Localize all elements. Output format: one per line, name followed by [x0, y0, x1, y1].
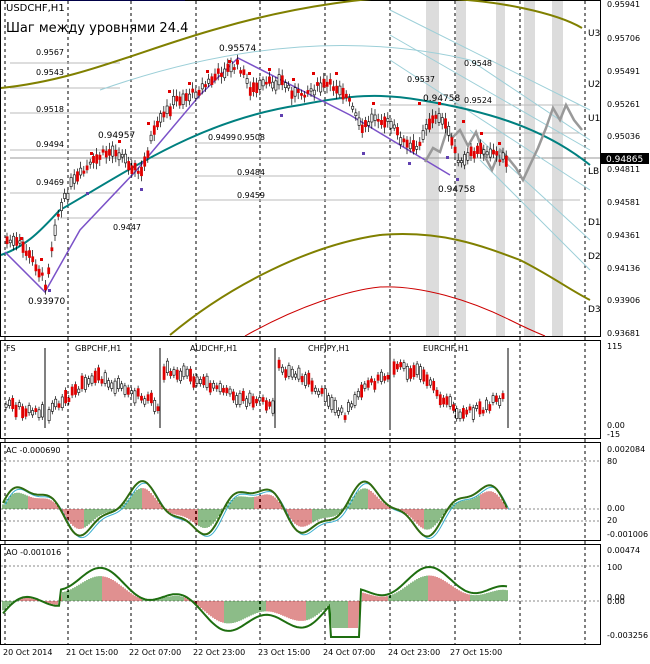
- level-label-u3: U3: [588, 29, 600, 39]
- level-label-d1: D1: [588, 218, 601, 228]
- annotation-label: 0.93970: [28, 297, 65, 307]
- price-candles: [5, 54, 508, 295]
- svg-text:0.94811: 0.94811: [607, 165, 640, 174]
- ac-histogram: [2, 488, 508, 530]
- annotation-label: 0.9459: [237, 191, 265, 200]
- svg-text:24 Oct 23:00: 24 Oct 23:00: [388, 648, 440, 657]
- ac-panel-title: AC -0.000690: [6, 446, 61, 455]
- fs-pair-label: CHFJPY,H1: [308, 344, 350, 353]
- level-lines: [10, 62, 600, 219]
- annotation-label: 0.95574: [219, 44, 256, 54]
- svg-text:0.00: 0.00: [607, 504, 625, 513]
- svg-text:0.95706: 0.95706: [607, 34, 640, 43]
- annotation-label: 0.9494: [36, 140, 64, 149]
- annotation-label: 0.9447: [113, 223, 141, 232]
- svg-text:100: 100: [607, 563, 622, 572]
- svg-text:21 Oct 15:00: 21 Oct 15:00: [66, 648, 118, 657]
- svg-text:0.95941: 0.95941: [607, 0, 640, 9]
- svg-text:20 Oct 2014: 20 Oct 2014: [3, 648, 52, 657]
- fs-pair-label: EURCHF,H1: [423, 344, 469, 353]
- annotation-label: 0.9508: [237, 133, 265, 142]
- current-price-label: 0.94865: [606, 155, 643, 165]
- envelope-curves: [0, 0, 591, 337]
- svg-text:0.93906: 0.93906: [607, 296, 640, 305]
- svg-text:24 Oct 07:00: 24 Oct 07:00: [323, 648, 375, 657]
- level-label-lb: LB: [588, 167, 599, 177]
- svg-text:27 Oct 15:00: 27 Oct 15:00: [450, 648, 502, 657]
- fs-panel-title: FS: [6, 344, 16, 353]
- ao-panel-title: AO -0.001016: [6, 548, 61, 557]
- ao-line: [2, 565, 508, 638]
- annotation-label: 0.94957: [98, 131, 135, 141]
- svg-text:-15: -15: [607, 430, 620, 439]
- fs-candles: [4, 357, 505, 424]
- svg-text:0.00474: 0.00474: [607, 546, 640, 555]
- annotation-label: 0.9524: [464, 96, 492, 105]
- annotation-label: 0.9484: [237, 168, 265, 177]
- svg-text:0.00: 0.00: [607, 593, 625, 602]
- svg-text:0.95036: 0.95036: [607, 132, 640, 141]
- annotation-label: 0.94758: [438, 185, 475, 195]
- svg-text:0.002084: 0.002084: [607, 445, 645, 454]
- level-labels: U3 U2 U1 LB D1 D2 D3: [588, 29, 601, 315]
- level-label-u2: U2: [588, 80, 600, 90]
- svg-text:22 Oct 07:00: 22 Oct 07:00: [129, 648, 181, 657]
- svg-text:0.00: 0.00: [607, 421, 625, 430]
- svg-text:0.94361: 0.94361: [607, 231, 640, 240]
- channel-lines: [99, 9, 591, 271]
- svg-text:-0.003256: -0.003256: [607, 631, 648, 640]
- fs-panel[interactable]: [0, 340, 601, 439]
- level-step-caption: Шаг между уровнями 24.4: [6, 21, 188, 36]
- svg-text:0.94136: 0.94136: [607, 264, 640, 273]
- chart-symbol: USDCHF,H1: [6, 3, 65, 14]
- svg-text:0.00: 0.00: [607, 597, 625, 606]
- price-scale: 0.95941 0.95706 0.95491 0.95261 0.95036 …: [601, 0, 649, 338]
- annotation-label: 0.9499: [208, 133, 236, 142]
- fractal-markers: [20, 60, 501, 292]
- annotation-label: 0.9543: [36, 68, 64, 77]
- fs-separators: [44, 348, 509, 428]
- svg-text:-0.001006: -0.001006: [607, 530, 648, 539]
- svg-text:22 Oct 23:00: 22 Oct 23:00: [193, 648, 245, 657]
- level-label-d2: D2: [588, 252, 601, 262]
- svg-text:23 Oct 15:00: 23 Oct 15:00: [258, 648, 310, 657]
- annotation-label: 0.9537: [407, 75, 435, 84]
- time-axis: 20 Oct 2014 21 Oct 15:00 22 Oct 07:00 22…: [3, 648, 502, 657]
- ao-histogram: [2, 575, 508, 628]
- svg-text:0.95261: 0.95261: [607, 100, 640, 109]
- annotation-label: 0.9567: [36, 48, 64, 57]
- fs-pair-label: AUDCHF,H1: [190, 344, 237, 353]
- level-label-d3: D3: [588, 305, 601, 315]
- zigzag-line: [4, 57, 451, 294]
- time-grid: [4, 1, 586, 644]
- level-label-u1: U1: [588, 114, 600, 124]
- current-price-box: [601, 153, 649, 164]
- ac-main-line: [2, 480, 508, 538]
- svg-text:115: 115: [607, 342, 622, 351]
- svg-text:0.94581: 0.94581: [607, 198, 640, 207]
- annotation-label: 0.9469: [36, 178, 64, 187]
- svg-text:0.95491: 0.95491: [607, 67, 640, 76]
- svg-text:80: 80: [607, 457, 617, 466]
- price-annotations: 0.95574 0.9567 0.9543 0.9518 0.9494 0.94…: [28, 44, 492, 307]
- annotation-label: 0.9518: [36, 105, 64, 114]
- fs-pair-label: GBPCHF,H1: [75, 344, 121, 353]
- svg-text:0.93681: 0.93681: [607, 329, 640, 338]
- annotation-label: 0.9548: [464, 59, 492, 68]
- svg-text:20: 20: [607, 516, 617, 525]
- annotation-label: 0.94758: [423, 94, 460, 104]
